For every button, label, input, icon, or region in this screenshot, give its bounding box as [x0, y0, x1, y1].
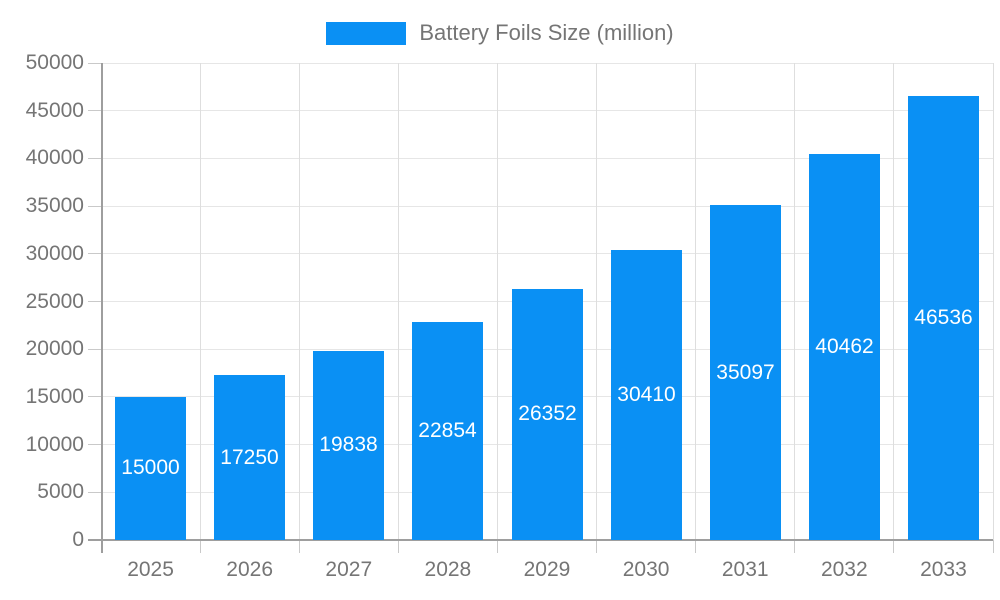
x-tick-label: 2030 [622, 558, 670, 581]
x-tick-label: 2025 [127, 558, 174, 581]
gridline-vertical [397, 63, 399, 540]
y-axis-tick [88, 444, 101, 446]
gridline-vertical [893, 63, 895, 540]
x-axis-line [88, 539, 993, 541]
legend[interactable]: Battery Foils Size (million) [0, 20, 1000, 46]
y-axis-tick [88, 157, 101, 159]
bar-value-label: 15000 [121, 456, 180, 480]
x-axis-tick [794, 540, 796, 553]
plot-area: 0 5000 10000 15000 20000 25000 30000 35000 40000… [26, 52, 994, 581]
gridline-horizontal [101, 205, 993, 207]
y-tick-label: 5000 [37, 480, 84, 504]
bar[interactable]: 17250 [214, 375, 285, 540]
x-axis-tick [397, 540, 399, 553]
x-tick-label: 2032 [820, 558, 868, 581]
x-axis-tick [893, 540, 895, 553]
y-tick-label: 50000 [25, 51, 84, 74]
bar-value-label: 30410 [617, 382, 676, 406]
y-tick-label: 20000 [25, 337, 84, 361]
gridline-horizontal [101, 253, 993, 255]
gridline-horizontal [101, 157, 993, 159]
gridline-horizontal [101, 110, 993, 112]
bar[interactable]: 22854 [412, 321, 483, 540]
gridline-vertical [199, 63, 201, 540]
y-tick-label: 40000 [25, 146, 84, 170]
bar[interactable]: 40462 [809, 153, 880, 540]
x-tick-label: 2028 [424, 558, 472, 581]
y-axis-tick [88, 253, 101, 255]
bar-value-label: 46536 [914, 306, 973, 329]
legend-swatch-icon [326, 21, 407, 45]
bar[interactable]: 15000 [115, 396, 186, 540]
x-tick-label: 2029 [523, 558, 571, 581]
y-axis-tick [88, 348, 101, 350]
y-axis-tick [88, 491, 101, 493]
x-axis-tick [199, 540, 201, 553]
y-tick-label: 30000 [25, 241, 84, 265]
x-tick-label: 2033 [920, 558, 967, 581]
y-axis-line [101, 63, 103, 553]
bar[interactable]: 19838 [313, 350, 384, 540]
y-axis-tick [88, 396, 101, 398]
x-axis-tick [298, 540, 300, 553]
y-axis-tick [88, 110, 101, 112]
bar-value-label: 17250 [220, 445, 279, 469]
y-tick-label: 10000 [25, 432, 84, 456]
bar-value-label: 26352 [518, 402, 577, 426]
gridline-horizontal [101, 62, 993, 64]
bar-value-label: 40462 [815, 334, 874, 358]
x-tick-label: 2031 [721, 558, 769, 581]
y-tick-label: 35000 [25, 194, 84, 218]
y-axis-tick [88, 205, 101, 207]
bar-value-label: 35097 [716, 360, 775, 384]
bar[interactable]: 35097 [710, 205, 781, 540]
y-tick-label: 25000 [25, 289, 84, 313]
y-axis-tick [88, 301, 101, 302]
gridline-vertical [695, 63, 697, 540]
x-tick-label: 2026 [226, 558, 274, 581]
gridline-vertical [992, 63, 994, 540]
gridline-vertical [794, 63, 796, 540]
y-tick-label: 45000 [25, 98, 84, 122]
gridline-vertical [298, 63, 300, 540]
x-tick-label: 2027 [325, 558, 373, 581]
x-axis-tick [496, 540, 498, 553]
gridline-vertical [596, 63, 598, 540]
x-axis-tick [992, 540, 994, 553]
y-tick-label: 15000 [25, 384, 84, 408]
x-axis-tick [596, 540, 598, 553]
bar[interactable]: 46536 [908, 96, 979, 540]
bar-value-label: 19838 [319, 433, 378, 457]
gridline-vertical [496, 63, 498, 540]
y-axis-tick [88, 62, 101, 64]
legend-label: Battery Foils Size (million) [419, 20, 674, 45]
y-tick-label: 0 [72, 528, 84, 551]
bar[interactable]: 30410 [611, 249, 682, 540]
bar-value-label: 22854 [418, 418, 477, 442]
bar[interactable]: 26352 [512, 288, 583, 540]
x-axis-tick [695, 540, 697, 553]
